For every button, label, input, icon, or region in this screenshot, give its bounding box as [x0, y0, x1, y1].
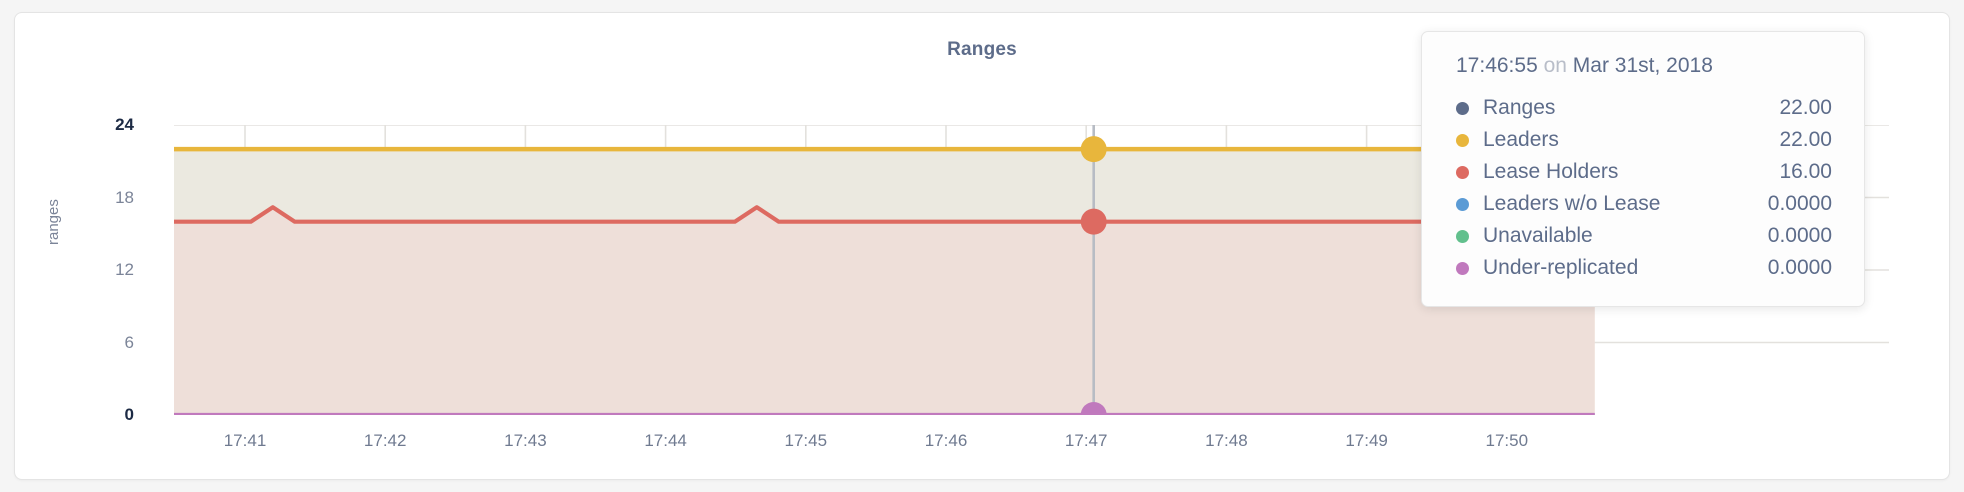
y-axis-tick-label: 6	[124, 332, 134, 352]
hover-marker-leaders	[1080, 136, 1107, 163]
y-axis-tick-label: 24	[115, 115, 134, 134]
tooltip-rows: Ranges 22.00 Leaders 22.00 Lease Holders 16.0…	[1456, 92, 1832, 284]
tooltip-series-value: 22.00	[1779, 128, 1832, 151]
legend-dot-icon	[1456, 133, 1469, 147]
tooltip-row: Lease Holders 16.00	[1456, 156, 1832, 188]
chart-svg	[174, 125, 1889, 415]
tooltip-row: Under-replicated 0.0000	[1456, 252, 1832, 284]
hover-tooltip: 17:46:55 on Mar 31st, 2018 Ranges 22.00 Le…	[1421, 31, 1865, 307]
tooltip-series-name: Under-replicated	[1483, 256, 1639, 279]
x-axis-tick-label: 17:42	[363, 431, 407, 450]
tooltip-series-value: 22.00	[1779, 96, 1832, 119]
chart-card: Ranges ranges 24 18 12 6 0 17:41 17:42 17:43 17…	[14, 12, 1950, 480]
tooltip-row: Ranges 22.00	[1456, 92, 1832, 124]
y-axis-tick-label: 12	[115, 260, 134, 279]
tooltip-on-word: on	[1543, 54, 1567, 77]
x-axis-tick-label: 17:41	[223, 431, 267, 450]
series-layer	[174, 146, 1595, 415]
series-area-leaders	[174, 149, 1595, 222]
x-axis-tick-label: 17:46	[924, 431, 968, 450]
legend-dot-icon	[1456, 101, 1469, 115]
tooltip-time: 17:46:55	[1456, 54, 1538, 77]
y-axis-tick-label: 0	[124, 405, 134, 424]
tooltip-series-value: 0.0000	[1767, 192, 1832, 215]
tooltip-series-name: Ranges	[1483, 96, 1556, 119]
x-axis-tick-label: 17:44	[644, 431, 687, 450]
legend-dot-icon	[1456, 165, 1469, 179]
hover-layer	[1080, 125, 1107, 415]
tooltip-series-name: Leaders	[1483, 128, 1559, 151]
series-line-lease-holders	[174, 205, 1595, 224]
tooltip-row: Unavailable 0.0000	[1456, 220, 1832, 252]
legend-dot-icon	[1456, 229, 1469, 243]
x-axis-tick-label: 17:49	[1345, 431, 1388, 450]
x-axis-tick-label: 17:43	[504, 431, 547, 450]
x-axis-tick-label: 17:45	[784, 431, 828, 450]
page-title: Ranges	[947, 39, 1017, 60]
hover-marker-under-replicated	[1080, 402, 1107, 415]
tooltip-series-value: 16.00	[1779, 160, 1832, 183]
tooltip-header: 17:46:55 on Mar 31st, 2018	[1456, 54, 1832, 78]
tooltip-row: Leaders w/o Lease 0.0000	[1456, 188, 1832, 220]
tooltip-row: Leaders 22.00	[1456, 124, 1832, 156]
legend-dot-icon	[1456, 261, 1469, 275]
tooltip-series-name: Leaders w/o Lease	[1483, 192, 1661, 215]
tooltip-date: Mar 31st, 2018	[1572, 54, 1713, 77]
tooltip-series-value: 0.0000	[1767, 256, 1832, 279]
tooltip-series-value: 0.0000	[1767, 224, 1832, 247]
plot-area[interactable]	[174, 125, 1889, 415]
legend-dot-icon	[1456, 197, 1469, 211]
x-axis-tick-label: 17:50	[1485, 431, 1529, 450]
series-area-lease-holders	[174, 207, 1595, 415]
y-axis-title: ranges	[45, 199, 62, 245]
y-axis-tick-label: 18	[115, 187, 134, 207]
tooltip-series-name: Lease Holders	[1483, 160, 1619, 183]
hover-marker-lease-holders	[1080, 208, 1107, 235]
x-axis-tick-label: 17:47	[1064, 431, 1108, 450]
tooltip-series-name: Unavailable	[1483, 224, 1593, 247]
x-axis-tick-label: 17:48	[1205, 431, 1248, 450]
